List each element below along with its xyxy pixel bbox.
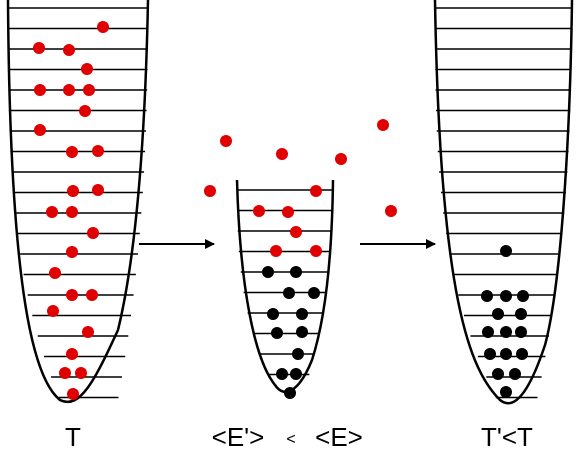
- particle-hot: [63, 44, 75, 56]
- particle-hot: [49, 267, 61, 279]
- escaped-particles: [204, 119, 397, 217]
- label-energy-before: <E>: [315, 422, 363, 448]
- particle-cold: [276, 368, 288, 380]
- label-energy-comparison: <E'> < <E>: [212, 422, 363, 452]
- particle-hot: [81, 63, 93, 75]
- particle-hot: [75, 367, 87, 379]
- particle-escaped: [204, 185, 216, 197]
- particle-cold: [484, 348, 496, 360]
- particle-cold: [284, 387, 296, 399]
- particle-cold: [292, 348, 304, 360]
- particle-cold: [492, 308, 504, 320]
- particle-hot: [86, 289, 98, 301]
- particle-cold: [296, 308, 308, 320]
- particle-cold: [482, 326, 494, 338]
- particle-cold: [481, 290, 493, 302]
- particle-cold: [500, 386, 512, 398]
- particle-hot: [92, 184, 104, 196]
- particle-hot: [46, 206, 58, 218]
- label-initial-temperature: T: [65, 422, 81, 448]
- label-energy-after: <E'>: [212, 422, 265, 448]
- well-cooled: [433, 0, 574, 405]
- particle-hot: [63, 84, 75, 96]
- particle-cold: [290, 266, 302, 278]
- particle-hot: [33, 42, 45, 54]
- particle-hot: [66, 206, 78, 218]
- particle-cold: [500, 348, 512, 360]
- energy-levels-initial: [8, 7, 148, 399]
- particle-cold: [500, 245, 512, 257]
- particle-hot: [282, 206, 294, 218]
- particle-hot: [34, 84, 46, 96]
- particle-cold: [267, 308, 279, 320]
- energy-levels-cooled: [435, 7, 572, 399]
- particle-hot: [79, 105, 91, 117]
- particle-hot: [310, 245, 322, 257]
- label-final-temperature: T'<T: [481, 422, 533, 448]
- particle-hot: [83, 84, 95, 96]
- particle-cold: [515, 308, 527, 320]
- particle-escaped: [276, 148, 288, 160]
- particle-escaped: [220, 135, 232, 147]
- particle-hot: [66, 246, 78, 258]
- well-cooled-outline: [433, 0, 574, 405]
- well-initial: [6, 0, 150, 404]
- particle-hot: [92, 145, 104, 157]
- particle-escaped: [385, 205, 397, 217]
- particle-hot: [67, 185, 79, 197]
- particle-hot: [97, 21, 109, 33]
- particle-cold: [283, 287, 295, 299]
- particle-cold: [500, 326, 512, 338]
- particle-escaped: [377, 119, 389, 131]
- particles-cooled: [481, 245, 529, 398]
- well-initial-outline: [6, 0, 150, 404]
- particle-cold: [509, 368, 521, 380]
- label-less-than: <: [286, 431, 295, 448]
- particles-evaporating: [253, 185, 322, 399]
- particle-hot: [47, 305, 59, 317]
- particle-cold: [308, 287, 320, 299]
- particle-hot: [59, 367, 71, 379]
- particle-cold: [492, 368, 504, 380]
- particle-hot: [82, 326, 94, 338]
- particle-hot: [253, 205, 265, 217]
- particle-cold: [296, 326, 308, 338]
- particle-cold: [262, 266, 274, 278]
- particle-cold: [516, 348, 528, 360]
- particle-cold: [271, 327, 283, 339]
- particle-hot: [66, 146, 78, 158]
- particle-cold: [517, 290, 529, 302]
- particle-escaped: [335, 153, 347, 165]
- energy-levels-evaporating: [237, 189, 333, 376]
- particle-hot: [34, 124, 46, 136]
- particle-cold: [515, 326, 527, 338]
- particle-hot: [87, 227, 99, 239]
- particle-cold: [500, 290, 512, 302]
- particle-hot: [66, 289, 78, 301]
- particle-hot: [67, 388, 79, 400]
- particle-cold: [290, 368, 302, 380]
- particle-hot: [270, 245, 282, 257]
- particles-initial: [33, 21, 109, 400]
- particle-hot: [290, 226, 302, 238]
- particle-hot: [310, 185, 322, 197]
- particle-hot: [66, 348, 78, 360]
- well-evaporating: [204, 119, 397, 399]
